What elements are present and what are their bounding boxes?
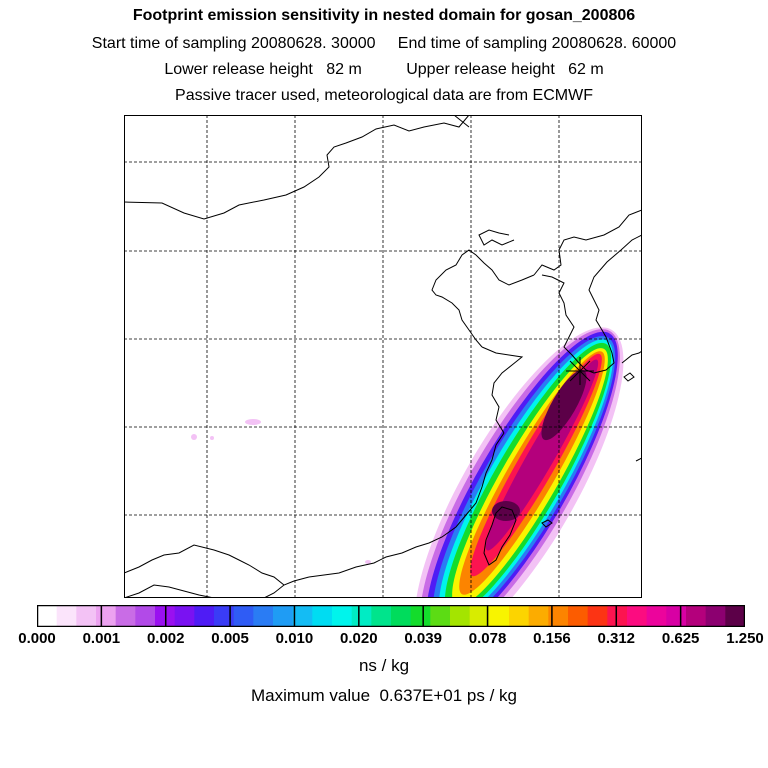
colorbar-cell (273, 605, 294, 627)
colorbar-cell (646, 605, 667, 627)
colorbar-cell (391, 605, 412, 627)
colorbar-cell (76, 605, 97, 627)
colorbar-cell (253, 605, 274, 627)
colorbar-tick-label: 0.000 (18, 630, 56, 647)
plume-band (541, 369, 587, 441)
colorbar-cell (627, 605, 648, 627)
colorbar-cell (587, 605, 608, 627)
sampling-time-text: Start time of sampling 20080628. 30000 E… (91, 35, 677, 52)
plume-fragment (365, 560, 371, 564)
colorbar-cell (725, 605, 745, 627)
colorbar-cell (528, 605, 549, 627)
colorbar-cell (686, 605, 707, 627)
colorbar-units: ns / kg (358, 656, 410, 675)
colorbar-cell (509, 605, 530, 627)
colorbar-cell (194, 605, 215, 627)
colorbar-cell (489, 605, 510, 627)
colorbar-cell (292, 605, 313, 627)
colorbar-tick-label: 0.312 (597, 630, 636, 647)
colorbar-cell (174, 605, 195, 627)
colorbar-tick-label: 0.005 (211, 630, 249, 647)
colorbar-tick-label: 0.001 (82, 630, 121, 647)
release-height-text: Lower release height 82 m Upper release … (164, 61, 604, 78)
map-frame (124, 115, 642, 598)
colorbar-tick-label: 0.002 (146, 630, 185, 647)
receptor-marker (566, 357, 594, 385)
plume-fragment (210, 436, 214, 440)
main-title: Footprint emission sensitivity in nested… (132, 7, 636, 24)
colorbar-tick-label: 0.625 (661, 630, 700, 647)
plume-fragment (191, 434, 197, 440)
colorbar-cell (37, 605, 58, 627)
colorbar-cell (548, 605, 569, 627)
colorbar-cell (351, 605, 372, 627)
colorbar-cell (666, 605, 687, 627)
colorbar-cell (410, 605, 431, 627)
colorbar-cell (705, 605, 726, 627)
colorbar-cell (115, 605, 136, 627)
colorbar-tick-label: 1.250 (726, 630, 764, 647)
sensitivity-plume (414, 327, 624, 598)
colorbar-cell (233, 605, 254, 627)
tracer-info-text: Passive tracer used, meteorological data… (175, 87, 593, 104)
colorbar-labels: 0.000 0.001 0.002 0.005 0.010 0.020 0.039 0.078… (0, 630, 768, 650)
map-grid (124, 115, 642, 598)
colorbar-cell (450, 605, 471, 627)
coastlines (124, 115, 642, 598)
plume-core (492, 501, 520, 521)
maximum-value-text: Maximum value 0.637E+01 ps / kg (251, 686, 517, 705)
colorbar-cell (568, 605, 589, 627)
colorbar-tick-label: 0.010 (275, 630, 314, 647)
colorbar-cell (96, 605, 117, 627)
colorbar-cell (135, 605, 156, 627)
plume-fragment (245, 419, 261, 425)
colorbar-cell (607, 605, 628, 627)
colorbar-tick-label: 0.020 (340, 630, 378, 647)
colorbar-cell (214, 605, 235, 627)
colorbar-cell (371, 605, 392, 627)
colorbar-cell (312, 605, 333, 627)
footprint-map (124, 115, 642, 598)
colorbar (37, 605, 745, 627)
colorbar-tick-label: 0.156 (533, 630, 571, 647)
colorbar-cell (56, 605, 77, 627)
colorbar-tick-label: 0.039 (404, 630, 442, 647)
colorbar-cell (469, 605, 490, 627)
colorbar-cell (332, 605, 353, 627)
colorbar-tick-label: 0.078 (468, 630, 507, 647)
colorbar-cell (430, 605, 451, 627)
